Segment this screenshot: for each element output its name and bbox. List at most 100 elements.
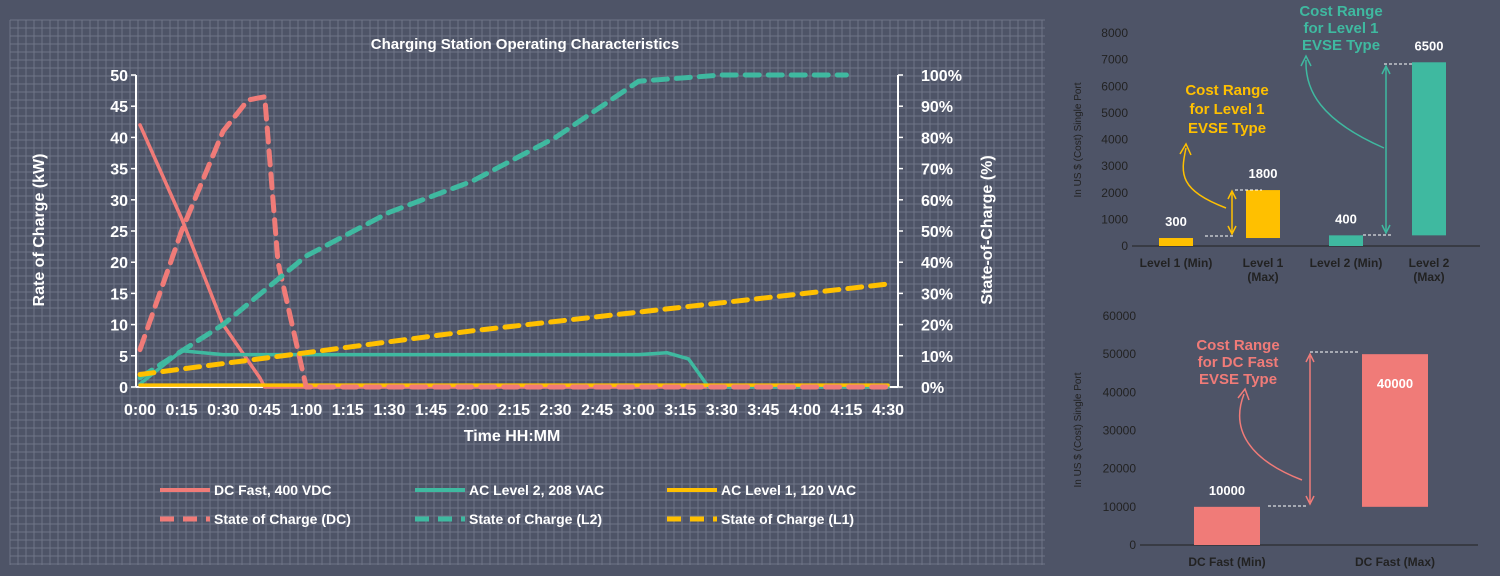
- level-cost-chart-panel: In US $ (Cost) Single Port 0 1000 2000 3000…: [1060, 0, 1500, 300]
- annotation-dc-line: EVSE Type: [1199, 371, 1277, 388]
- left-tick-label: 45: [110, 99, 128, 116]
- range-arrowheads-2: [1381, 64, 1391, 235]
- x-tick-label: 1:00: [290, 402, 322, 419]
- x-tick-label: 4:30: [872, 402, 904, 419]
- pointer-curve: [1182, 147, 1227, 209]
- y-tick-label: 1000: [1101, 212, 1128, 226]
- annotation-level2-line: for Level 1: [1303, 20, 1378, 37]
- legend-label-5: State of Charge (L1): [721, 511, 854, 527]
- line-chart-legend: DC Fast, 400 VDC AC Level 2, 208 VAC AC Le…: [160, 482, 856, 527]
- bar-2: [1329, 235, 1363, 246]
- left-tick-label: 0: [119, 380, 128, 397]
- pointer-curve-2: [1305, 59, 1385, 149]
- x-tick-label: Level 2: [1409, 256, 1450, 270]
- right-tick-label: 10%: [921, 349, 953, 366]
- x-tick-label: DC Fast (Max): [1355, 555, 1435, 569]
- x-tick-label: 0:45: [249, 402, 281, 419]
- right-tick-label: 100%: [921, 68, 962, 85]
- y-tick-label: 7000: [1101, 53, 1128, 67]
- bar-value-label-0: 300: [1165, 214, 1187, 229]
- left-tick-label: 15: [110, 286, 128, 303]
- right-tick-label: 0%: [921, 380, 944, 397]
- annotation-dc-line: for DC Fast: [1198, 354, 1279, 371]
- left-tick-label: 20: [110, 255, 128, 272]
- left-tick-label: 40: [110, 130, 128, 147]
- dc-cost-axes: 0 10000 20000 30000 40000 50000 60000 DC Fast (…: [1103, 309, 1478, 569]
- bar-1: [1246, 190, 1280, 239]
- series-line-4: [137, 72, 849, 381]
- x-tick-label: 3:15: [664, 402, 696, 419]
- line-chart-panel: Charging Station Operating Characteristi…: [9, 19, 1045, 565]
- x-tick-label: (Max): [1413, 270, 1444, 284]
- right-tick-label: 60%: [921, 193, 953, 210]
- y-tick-label: 2000: [1101, 186, 1128, 200]
- level-cost-bars: 300 1800 400 6500: [1159, 38, 1446, 246]
- x-tick-label: 0:15: [166, 402, 198, 419]
- y-tick-label: 8000: [1101, 26, 1128, 40]
- y-tick-label: 60000: [1103, 309, 1137, 323]
- bar-value-label-0: 10000: [1209, 483, 1245, 498]
- x-tick-label: DC Fast (Min): [1188, 555, 1265, 569]
- y-tick-label: 10000: [1103, 500, 1137, 514]
- range-arrowheads: [1227, 189, 1237, 236]
- pointer-arrowhead: [1179, 142, 1192, 156]
- bar-value-label-3: 6500: [1415, 38, 1444, 53]
- y-tick-label: 50000: [1103, 347, 1137, 361]
- right-tick-label: 80%: [921, 130, 953, 147]
- x-tick-label: Level 2 (Min): [1310, 256, 1383, 270]
- right-tick-label: 20%: [921, 318, 953, 335]
- x-tick-label: 0:00: [124, 402, 156, 419]
- left-tick-label: 5: [119, 349, 128, 366]
- x-tick-label: 0:30: [207, 402, 239, 419]
- bar-value-label-1: 40000: [1377, 376, 1413, 391]
- bar-0: [1159, 238, 1193, 246]
- y-tick-label: 0: [1129, 538, 1136, 552]
- x-tick-label: 4:00: [789, 402, 821, 419]
- annotation-level1-line: Cost Range: [1185, 82, 1268, 99]
- x-tick-label: 3:30: [706, 402, 738, 419]
- line-chart-title: Charging Station Operating Characteristi…: [371, 36, 679, 53]
- right-tick-label: 40%: [921, 255, 953, 272]
- bar-0: [1194, 506, 1260, 545]
- pointer-arrowhead-2: [1300, 54, 1312, 67]
- x-tick-label: 1:30: [373, 402, 405, 419]
- x-tick-label: 2:45: [581, 402, 613, 419]
- annotation-level1-line: for Level 1: [1189, 101, 1264, 118]
- x-tick-label: 3:00: [623, 402, 655, 419]
- x-tick-label: Level 1: [1243, 256, 1284, 270]
- series-line-5: [137, 281, 891, 377]
- line-chart-series: [137, 72, 891, 390]
- dc-cost-ylabel: In US $ (Cost) Single Port: [1073, 372, 1084, 487]
- line-chart-xlabel: Time HH:MM: [464, 428, 561, 445]
- dc-cost-chart-panel: In US $ (Cost) Single Port 0 10000 20000 30…: [1060, 300, 1500, 576]
- right-tick-label: 90%: [921, 99, 953, 116]
- x-tick-label: (Max): [1247, 270, 1278, 284]
- left-tick-label: 30: [110, 193, 128, 210]
- dc-cost-bars: 10000 40000: [1194, 354, 1428, 545]
- line-chart-axes: 0 5 10 15 20 25 30 35 40 45 50 0% 10% 20% 30% 40% 50% 60%…: [110, 68, 962, 419]
- bar-3: [1412, 62, 1446, 236]
- bar-value-label-1: 1800: [1249, 166, 1278, 181]
- x-tick-label: 2:15: [498, 402, 530, 419]
- line-chart-ylabel: Rate of Charge (kW): [31, 154, 48, 307]
- y-tick-label: 5000: [1101, 106, 1128, 120]
- left-tick-label: 10: [110, 318, 128, 335]
- bar-1: [1362, 354, 1428, 507]
- left-tick-label: 25: [110, 224, 128, 241]
- x-tick-label: 1:15: [332, 402, 364, 419]
- y-tick-label: 30000: [1103, 424, 1137, 438]
- x-tick-label: 3:45: [747, 402, 779, 419]
- level-cost-axes: 0 1000 2000 3000 4000 5000 6000 7000 8000 Level 1…: [1101, 26, 1480, 284]
- y-tick-label: 4000: [1101, 133, 1128, 147]
- series-line-3: [137, 94, 891, 390]
- annotation-dc-line: Cost Range: [1196, 337, 1279, 354]
- left-tick-label: 35: [110, 162, 128, 179]
- right-tick-label: 70%: [921, 162, 953, 179]
- y-tick-label: 20000: [1103, 462, 1137, 476]
- dc-pointer-arrowhead: [1237, 387, 1250, 401]
- dc-cost-chart-background: [1060, 300, 1500, 576]
- x-tick-label: 2:30: [540, 402, 572, 419]
- level-cost-ylabel: In US $ (Cost) Single Port: [1073, 82, 1084, 197]
